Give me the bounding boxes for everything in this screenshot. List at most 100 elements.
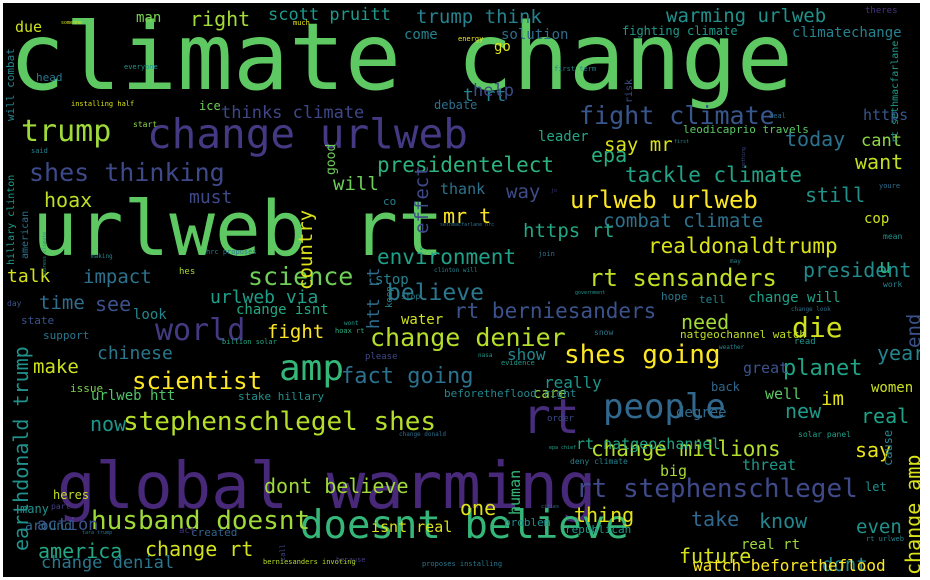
cloud-word: tell: [699, 293, 726, 306]
cloud-word: debate: [434, 98, 478, 112]
cloud-word: change isnt: [236, 302, 329, 318]
cloud-word: say: [855, 438, 892, 462]
cloud-word: american: [20, 210, 31, 259]
cloud-word: time: [39, 292, 85, 314]
cloud-word: im: [821, 388, 844, 410]
cloud-word: https: [863, 106, 909, 124]
cloud-word: people: [603, 387, 726, 427]
cloud-word: please: [365, 352, 398, 362]
cloud-word: deal: [769, 112, 786, 120]
cloud-word: presidentelect: [377, 153, 555, 177]
cloud-word: join: [538, 250, 555, 258]
cloud-word: said: [31, 147, 48, 155]
cloud-word: urlweb rt: [32, 184, 444, 273]
cloud-word: america: [38, 539, 123, 563]
cloud-word: first: [674, 139, 690, 145]
cloud-word: say mr: [604, 134, 673, 156]
cloud-word: science: [248, 262, 354, 291]
cloud-word: right: [190, 7, 251, 31]
cloud-word: heres: [53, 488, 90, 502]
cloud-word: clinton will: [434, 267, 478, 274]
cloud-word: epa chief: [549, 445, 577, 451]
cloud-word: hillary clinton: [6, 174, 17, 265]
cloud-word: act: [179, 526, 196, 536]
cloud-word: good: [324, 143, 339, 175]
cloud-word: cant: [861, 131, 902, 151]
cloud-word: today: [785, 127, 846, 151]
cloud-word: everyone: [124, 63, 158, 71]
cloud-word: cop: [864, 211, 890, 227]
cloud-word: need: [681, 310, 730, 334]
cloud-word: planet: [783, 356, 863, 381]
cloud-word: ice: [199, 99, 221, 113]
cloud-word: rt natgeochannel: [576, 435, 721, 453]
cloud-word: much: [293, 19, 310, 27]
cloud-word: husband doesnt: [91, 506, 311, 536]
cloud-word: epa: [591, 143, 628, 167]
cloud-word: change millions: [591, 437, 781, 461]
cloud-word: new: [785, 399, 822, 423]
cloud-word: problem: [504, 516, 551, 529]
cloud-word: president: [803, 258, 912, 282]
cloud-word: women: [871, 380, 914, 396]
cloud-word: berniesanders invoting: [263, 558, 356, 566]
cloud-word: combat climate: [603, 210, 764, 232]
cloud-word: evidence: [501, 359, 535, 367]
cloud-word: still: [805, 183, 866, 207]
cloud-word: real: [861, 404, 910, 428]
cloud-word: deny climate: [570, 457, 628, 466]
cloud-word: way: [506, 181, 541, 203]
cloud-word: work: [883, 280, 903, 289]
cloud-word: due: [15, 18, 43, 36]
cloud-word: look: [133, 307, 167, 323]
cloud-word: government: [575, 290, 606, 296]
cloud-word: even: [856, 516, 902, 538]
cloud-word: many: [20, 502, 49, 516]
cloud-word: country: [295, 209, 317, 290]
cloud-word: will combat: [4, 48, 17, 121]
cloud-word: climatechange: [792, 25, 902, 41]
cloud-word: call: [279, 544, 287, 561]
cloud-word: stephenschlegel shes: [123, 407, 437, 437]
cloud-word: will: [333, 173, 379, 195]
cloud-word: hoax: [44, 188, 93, 212]
cloud-word: shes thinking: [29, 158, 225, 187]
cloud-word: htt rt: [364, 267, 384, 329]
cloud-word: thinks climate: [221, 103, 365, 123]
cloud-word: urlweb via: [210, 287, 319, 308]
cloud-word: installing half: [71, 100, 135, 108]
cloud-word: human: [506, 469, 524, 515]
cloud-word: read: [794, 337, 816, 347]
cloud-word: dont: [822, 554, 868, 576]
cloud-word: natgeochannel watch: [680, 328, 806, 341]
cloud-word: hes: [179, 267, 196, 277]
cloud-word: https rt: [523, 220, 615, 242]
cloud-word: warming urlweb: [666, 5, 827, 27]
cloud-word: scott pruitt: [268, 5, 391, 25]
cloud-word: trump think: [416, 6, 542, 28]
cloud-word: impact: [83, 266, 152, 288]
cloud-word: really: [544, 373, 602, 392]
cloud-word: keep: [385, 286, 395, 308]
cloud-word: hope: [661, 290, 688, 303]
cloud-word: snow: [594, 328, 614, 337]
cloud-word: energy: [458, 35, 484, 43]
cloud-word: republican: [565, 523, 632, 536]
cloud-word: dont believe: [264, 474, 409, 498]
cloud-word: jo: [551, 188, 558, 194]
cloud-word: threat: [742, 456, 797, 474]
cloud-word: effect: [411, 165, 433, 234]
cloud-word: great: [743, 359, 789, 377]
cloud-word: urlweb htt: [91, 388, 176, 404]
cloud-word: one: [460, 496, 497, 520]
cloud-word: know: [759, 509, 808, 533]
cloud-word: theres: [865, 6, 898, 16]
cloud-word: nasa: [478, 352, 493, 359]
cloud-word: realdonaldtrump: [648, 234, 838, 258]
cloud-word: risk: [624, 78, 635, 103]
cloud-word: order: [547, 414, 575, 424]
cloud-word: fight: [267, 321, 325, 343]
cloud-word: making: [91, 253, 113, 260]
cloud-word: let: [865, 480, 887, 494]
cloud-word: action: [37, 515, 99, 535]
